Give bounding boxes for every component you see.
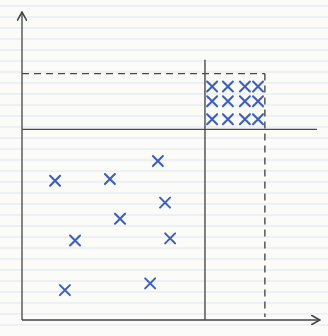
paper-rule [0, 248, 328, 249]
paper-rule [0, 237, 328, 238]
point [253, 82, 263, 92]
paper-rule [0, 292, 328, 293]
paper-rule [0, 314, 328, 315]
paper-rule [0, 259, 328, 260]
paper-rule [0, 303, 328, 304]
solid-line [22, 129, 317, 130]
y-axis-line [21, 12, 22, 320]
point [160, 198, 170, 208]
paper-rule [0, 50, 328, 51]
paper [0, 6, 328, 325]
point [70, 236, 80, 246]
solid-line [204, 60, 205, 320]
point [223, 82, 233, 92]
point [253, 96, 263, 106]
dashed-line [264, 74, 265, 317]
point [207, 82, 217, 92]
paper-rule [0, 149, 328, 150]
paper-rule [0, 28, 328, 29]
paper-rule [0, 270, 328, 271]
paper-rule [0, 226, 328, 227]
paper-rule [0, 39, 328, 40]
x-axis [22, 320, 320, 321]
paper-rule [0, 72, 328, 73]
paper-rule [0, 105, 328, 106]
point [240, 82, 250, 92]
paper-rule [0, 325, 328, 326]
point [153, 156, 163, 166]
point [240, 114, 250, 124]
paper-rule [0, 127, 328, 128]
paper-rule [0, 281, 328, 282]
dashed-line [22, 73, 265, 74]
point [207, 114, 217, 124]
point [145, 278, 155, 288]
point [105, 174, 115, 184]
paper-rule [0, 17, 328, 18]
paper-rule [0, 182, 328, 183]
point [115, 214, 125, 224]
paper-rule [0, 83, 328, 84]
plot-area [22, 60, 317, 320]
paper-rule [0, 160, 328, 161]
point [253, 114, 263, 124]
point [223, 96, 233, 106]
paper-rule [0, 6, 328, 7]
paper-rule [0, 171, 328, 172]
paper-rule [0, 138, 328, 139]
point [207, 96, 217, 106]
point [60, 285, 70, 295]
paper-rule [0, 94, 328, 95]
paper-rule [0, 215, 328, 216]
y-axis [22, 12, 23, 320]
paper-rule [0, 116, 328, 117]
paper-rule [0, 193, 328, 194]
point [223, 114, 233, 124]
paper-rule [0, 61, 328, 62]
point [240, 96, 250, 106]
point [165, 233, 175, 243]
x-axis-line [22, 319, 320, 320]
point [50, 176, 60, 186]
chart [0, 0, 328, 336]
